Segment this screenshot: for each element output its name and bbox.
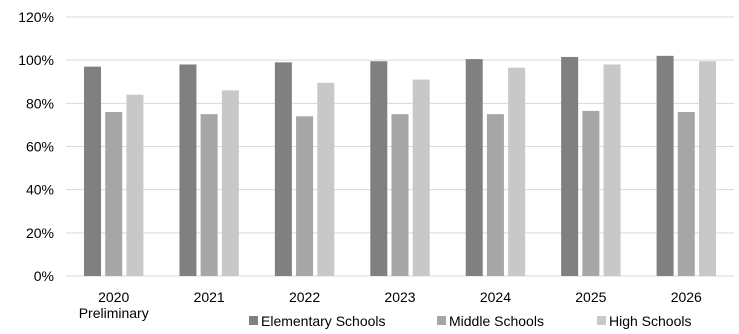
legend-swatch: [249, 316, 258, 325]
legend-swatch: [437, 316, 446, 325]
y-tick-label: 40%: [26, 182, 54, 198]
bar-elementary-schools: [179, 64, 197, 276]
x-tick-label: 2023: [384, 289, 415, 305]
x-tick-label: 2020 Preliminary: [79, 289, 149, 321]
bar-elementary-schools: [84, 66, 102, 277]
legend-label: Elementary Schools: [261, 313, 386, 329]
x-tick-label: 2025: [575, 289, 606, 305]
x-tick-label: 2021: [194, 289, 225, 305]
bar-middle-schools: [582, 110, 600, 276]
bar-high-schools: [221, 90, 239, 276]
bar-elementary-schools: [370, 61, 388, 276]
bar-high-schools: [603, 64, 621, 276]
legend-label: High Schools: [609, 313, 692, 329]
bar-middle-schools: [200, 114, 218, 276]
y-axis: 0% 20% 40% 60% 80% 100% 120%: [18, 9, 54, 284]
bar-elementary-schools: [274, 62, 292, 277]
y-tick-label: 80%: [26, 95, 54, 111]
bar-high-schools: [317, 82, 335, 277]
y-tick-label: 100%: [18, 52, 54, 68]
y-tick-label: 120%: [18, 9, 54, 25]
legend-label: Middle Schools: [449, 313, 544, 329]
bar-elementary-schools: [656, 55, 674, 276]
bar-middle-schools: [486, 114, 504, 276]
bar-middle-schools: [677, 111, 695, 276]
bars: [84, 55, 716, 277]
x-axis: 2020 Preliminary 2021 2022 2023 2024 2025 2026: [79, 289, 702, 321]
x-tick-label: 2022: [289, 289, 320, 305]
y-tick-label: 0%: [34, 268, 54, 284]
bar-elementary-schools: [465, 59, 483, 277]
x-tick-label: 2024: [480, 289, 511, 305]
legend: Elementary Schools Middle Schools High Sch…: [249, 313, 692, 329]
y-tick-label: 60%: [26, 139, 54, 155]
bar-elementary-schools: [561, 56, 579, 276]
bar-middle-schools: [296, 116, 314, 277]
x-tick-label: 2026: [671, 289, 702, 305]
bar-middle-schools: [391, 114, 409, 276]
bar-high-schools: [508, 67, 526, 277]
bar-high-schools: [126, 94, 144, 276]
bar-high-schools: [412, 79, 430, 276]
bar-middle-schools: [105, 111, 123, 276]
bar-high-schools: [698, 61, 716, 276]
legend-swatch: [597, 316, 606, 325]
y-tick-label: 20%: [26, 225, 54, 241]
